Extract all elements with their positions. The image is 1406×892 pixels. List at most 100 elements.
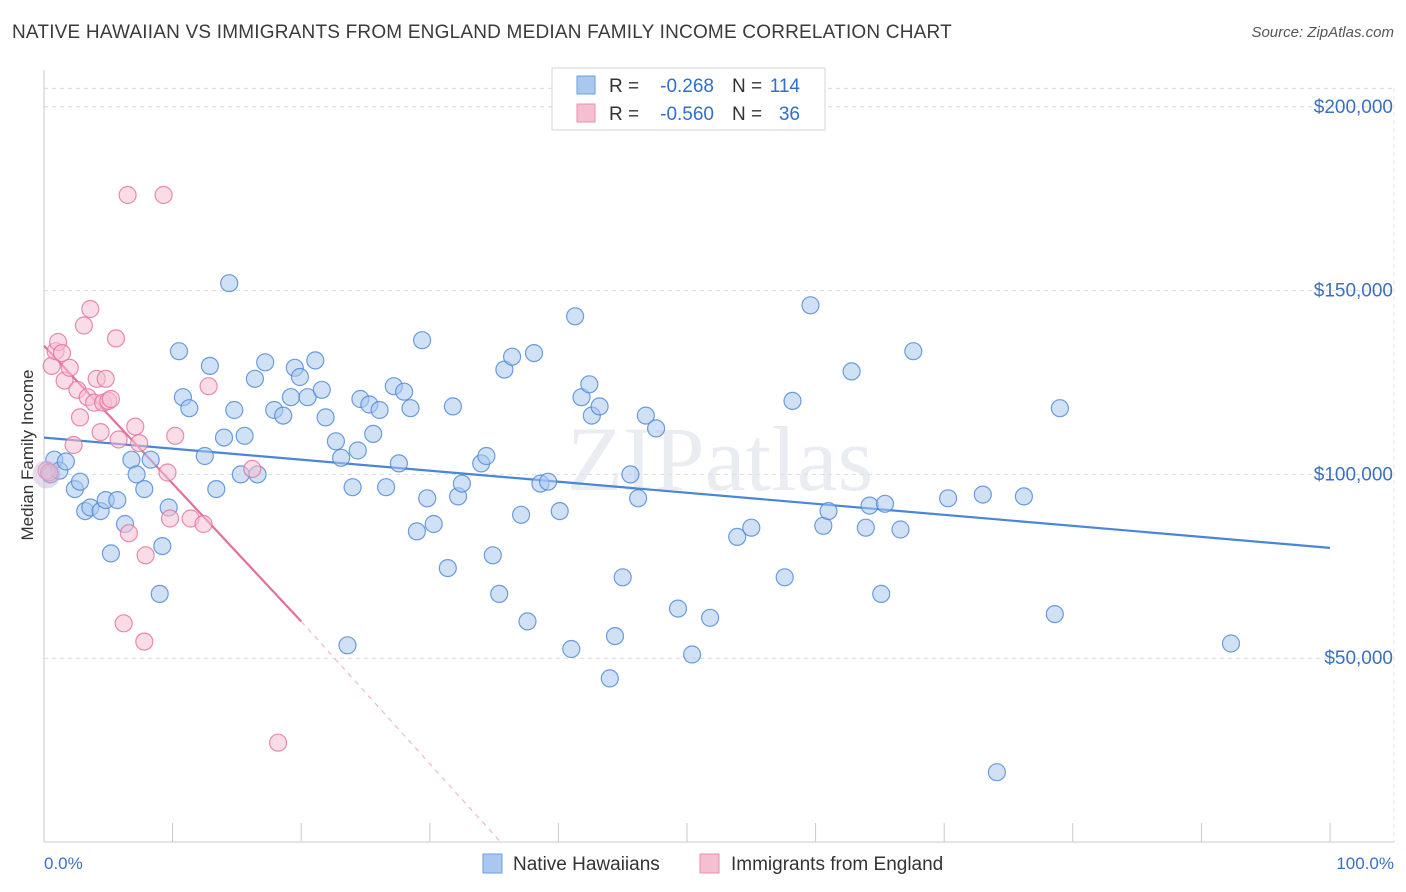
point-native-hawaiian [1045, 604, 1064, 624]
point-native-hawaiian [290, 367, 309, 387]
legend-r-value-2: -0.560 [660, 104, 714, 125]
point-native-hawaiian [646, 419, 666, 438]
point-immigrant-england [109, 430, 128, 449]
point-native-hawaiian [343, 478, 362, 497]
point-native-hawaiian [338, 636, 357, 655]
legend-n-label-2: N = [732, 104, 762, 125]
watermark: ZIPatlas [567, 408, 874, 510]
point-native-hawaiian [621, 465, 640, 484]
point-native-hawaiian [180, 399, 199, 418]
point-native-hawaiian [518, 612, 537, 631]
source-label: Source: ZipAtlas.com [1251, 24, 1394, 41]
point-native-hawaiian [511, 505, 531, 524]
point-native-hawaiian [312, 380, 331, 399]
point-native-hawaiian [668, 599, 688, 618]
point-native-hawaiian [395, 382, 414, 401]
point-native-hawaiian [281, 388, 300, 407]
point-native-hawaiian [875, 494, 895, 513]
point-native-hawaiian [56, 452, 76, 471]
point-native-hawaiian [477, 446, 496, 466]
y-axis-label: Median Family Income [18, 369, 37, 540]
y-tick-label: $50,000 [1324, 648, 1393, 669]
point-immigrant-england [160, 509, 180, 528]
point-immigrant-england [154, 185, 173, 205]
point-immigrant-england [136, 546, 155, 565]
y-tick-label: $150,000 [1314, 281, 1393, 302]
point-native-hawaiian [628, 489, 648, 508]
point-immigrant-england [91, 423, 110, 442]
point-native-hawaiian [245, 369, 264, 388]
point-native-hawaiian [565, 307, 585, 326]
point-native-hawaiian [413, 331, 432, 350]
point-native-hawaiian [389, 454, 408, 473]
point-native-hawaiian [904, 342, 923, 361]
point-native-hawaiian [326, 432, 345, 451]
point-native-hawaiian [1221, 634, 1241, 653]
point-native-hawaiian [306, 351, 325, 370]
point-native-hawaiian [742, 518, 761, 537]
point-immigrant-england [130, 434, 149, 453]
point-native-hawaiian [860, 496, 879, 515]
point-native-hawaiian [819, 502, 838, 521]
point-native-hawaiian [274, 406, 293, 425]
point-immigrant-england [166, 426, 185, 445]
series-legend: Native Hawaiians Immigrants from England [482, 853, 943, 875]
cluster-marker [32, 460, 61, 489]
point-native-hawaiian [524, 344, 544, 363]
trend-extension-1 [300, 621, 501, 843]
point-immigrant-england [243, 459, 262, 478]
point-native-hawaiian [108, 491, 127, 510]
y-tick-label: $200,000 [1314, 97, 1393, 118]
chart-title: NATIVE HAWAIIAN VS IMMIGRANTS FROM ENGLA… [12, 22, 952, 43]
point-native-hawaiian [377, 478, 396, 497]
point-immigrant-england [158, 463, 177, 482]
y-tick-label: $100,000 [1314, 464, 1393, 485]
point-native-hawaiian [891, 520, 910, 539]
point-native-hawaiian [214, 428, 234, 447]
legend-swatch-immigrants-england [699, 853, 720, 874]
point-immigrant-england [269, 733, 288, 752]
point-immigrant-england [194, 514, 213, 534]
axes [43, 70, 1394, 843]
point-immigrant-england [106, 329, 126, 348]
legend-n-label-1: N = [732, 76, 762, 97]
legend-r-value-1: -0.268 [660, 76, 714, 97]
point-native-hawaiian [70, 472, 90, 491]
point-immigrant-england [119, 524, 138, 543]
point-native-hawaiian [135, 480, 154, 499]
point-native-hawaiian [101, 544, 121, 563]
point-native-hawaiian [207, 480, 226, 499]
point-native-hawaiian [316, 408, 335, 427]
point-native-hawaiian [783, 391, 802, 410]
point-native-hawaiian [842, 362, 861, 381]
legend-r-label-2: R = [609, 104, 639, 125]
point-native-hawaiian [613, 568, 632, 587]
point-native-hawaiian [580, 375, 599, 394]
point-native-hawaiian [856, 518, 875, 537]
point-native-hawaiian [775, 568, 794, 587]
legend-swatch-blue [576, 75, 596, 95]
point-native-hawaiian [424, 514, 443, 534]
series-1 [37, 185, 288, 752]
point-immigrant-england [118, 185, 137, 205]
legend-swatch-pink [576, 103, 596, 123]
point-native-hawaiian [141, 450, 160, 469]
point-native-hawaiian [801, 296, 820, 315]
point-native-hawaiian [235, 426, 254, 445]
point-native-hawaiian [348, 441, 367, 460]
point-native-hawaiian [636, 406, 655, 425]
x-tick-label-min: 0.0% [44, 854, 83, 873]
point-native-hawaiian [153, 536, 172, 556]
point-immigrant-england [114, 614, 133, 633]
point-native-hawaiian [364, 424, 383, 443]
point-native-hawaiian [682, 645, 702, 664]
legend-label-immigrants-england: Immigrants from England [731, 854, 943, 875]
point-native-hawaiian [590, 397, 609, 416]
point-native-hawaiian [605, 626, 625, 646]
point-immigrant-england [81, 299, 100, 319]
legend-r-label-1: R = [609, 76, 639, 97]
stats-legend: R = -0.268 N = 114 R = -0.560 N = 36 [551, 67, 826, 131]
point-immigrant-england [52, 344, 72, 363]
series-0 [41, 274, 1241, 782]
